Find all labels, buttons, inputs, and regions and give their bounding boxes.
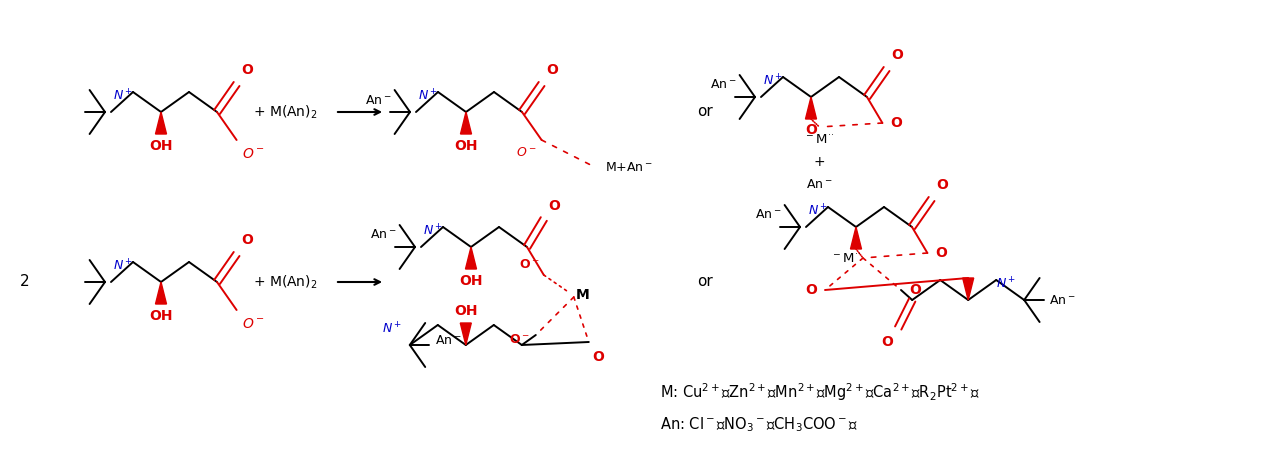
Polygon shape: [963, 278, 974, 300]
Text: $N^+$: $N^+$: [419, 89, 438, 104]
Text: $O^-$: $O^-$: [242, 317, 265, 331]
Text: An$^-$: An$^-$: [365, 94, 392, 106]
Text: 2: 2: [20, 275, 29, 289]
Text: $^-$M$^{··}$: $^-$M$^{··}$: [831, 253, 861, 266]
Text: O: O: [882, 335, 893, 349]
Polygon shape: [466, 247, 476, 269]
Text: $N^+$: $N^+$: [808, 204, 828, 219]
Text: An$^-$: An$^-$: [806, 179, 833, 191]
Polygon shape: [805, 97, 817, 119]
Text: $N^+$: $N^+$: [381, 322, 402, 337]
Text: O: O: [805, 123, 817, 137]
Text: An: Cl$^-$、NO$_3$$^-$和CH$_3$COO$^-$等: An: Cl$^-$、NO$_3$$^-$和CH$_3$COO$^-$等: [660, 416, 858, 434]
Text: O: O: [937, 178, 948, 192]
Polygon shape: [850, 227, 861, 249]
Text: M: M: [576, 288, 590, 302]
Polygon shape: [461, 112, 471, 134]
Text: $N^+$: $N^+$: [113, 89, 133, 104]
Text: An$^-$: An$^-$: [1050, 293, 1076, 307]
Text: OH: OH: [150, 139, 173, 153]
Text: O: O: [909, 283, 920, 297]
Text: M: Cu$^{2+}$、Zn$^{2+}$、Mn$^{2+}$、Mg$^{2+}$、Ca$^{2+}$和R$_2$Pt$^{2+}$等: M: Cu$^{2+}$、Zn$^{2+}$、Mn$^{2+}$、Mg$^{2+…: [660, 381, 980, 403]
Polygon shape: [461, 323, 471, 345]
Polygon shape: [155, 112, 166, 134]
Text: + M(An)$_2$: + M(An)$_2$: [252, 273, 317, 291]
Text: or: or: [698, 275, 713, 289]
Text: O: O: [547, 63, 558, 77]
Text: O: O: [591, 350, 604, 364]
Text: +: +: [814, 155, 826, 169]
Text: or: or: [698, 105, 713, 119]
Text: $N^+$: $N^+$: [113, 259, 133, 274]
Text: OH: OH: [454, 139, 477, 153]
Text: $N^+$: $N^+$: [763, 74, 783, 89]
Text: $^-$M$^{··}$: $^-$M$^{··}$: [804, 133, 835, 146]
Text: O$^-$: O$^-$: [518, 258, 540, 271]
Text: + M(An)$_2$: + M(An)$_2$: [252, 103, 317, 121]
Text: O: O: [892, 48, 904, 62]
Text: M+An$^-$: M+An$^-$: [604, 161, 653, 175]
Text: O$^-$: O$^-$: [509, 333, 530, 346]
Text: $N^+$: $N^+$: [422, 223, 443, 239]
Text: O: O: [242, 233, 253, 247]
Text: An$^-$: An$^-$: [370, 228, 397, 241]
Text: OH: OH: [150, 309, 173, 323]
Text: O: O: [891, 116, 902, 130]
Text: OH: OH: [454, 304, 477, 318]
Text: O: O: [805, 283, 817, 297]
Text: O: O: [936, 246, 947, 260]
Text: An$^-$: An$^-$: [710, 79, 737, 91]
Text: An$^-$: An$^-$: [435, 335, 462, 347]
Text: OH: OH: [460, 274, 483, 288]
Polygon shape: [155, 282, 166, 304]
Text: $O^-$: $O^-$: [516, 146, 536, 159]
Text: O: O: [548, 199, 559, 213]
Text: An$^-$: An$^-$: [755, 208, 782, 222]
Text: $N^+$: $N^+$: [996, 276, 1016, 292]
Text: $O^-$: $O^-$: [242, 147, 265, 161]
Text: O: O: [242, 63, 253, 77]
